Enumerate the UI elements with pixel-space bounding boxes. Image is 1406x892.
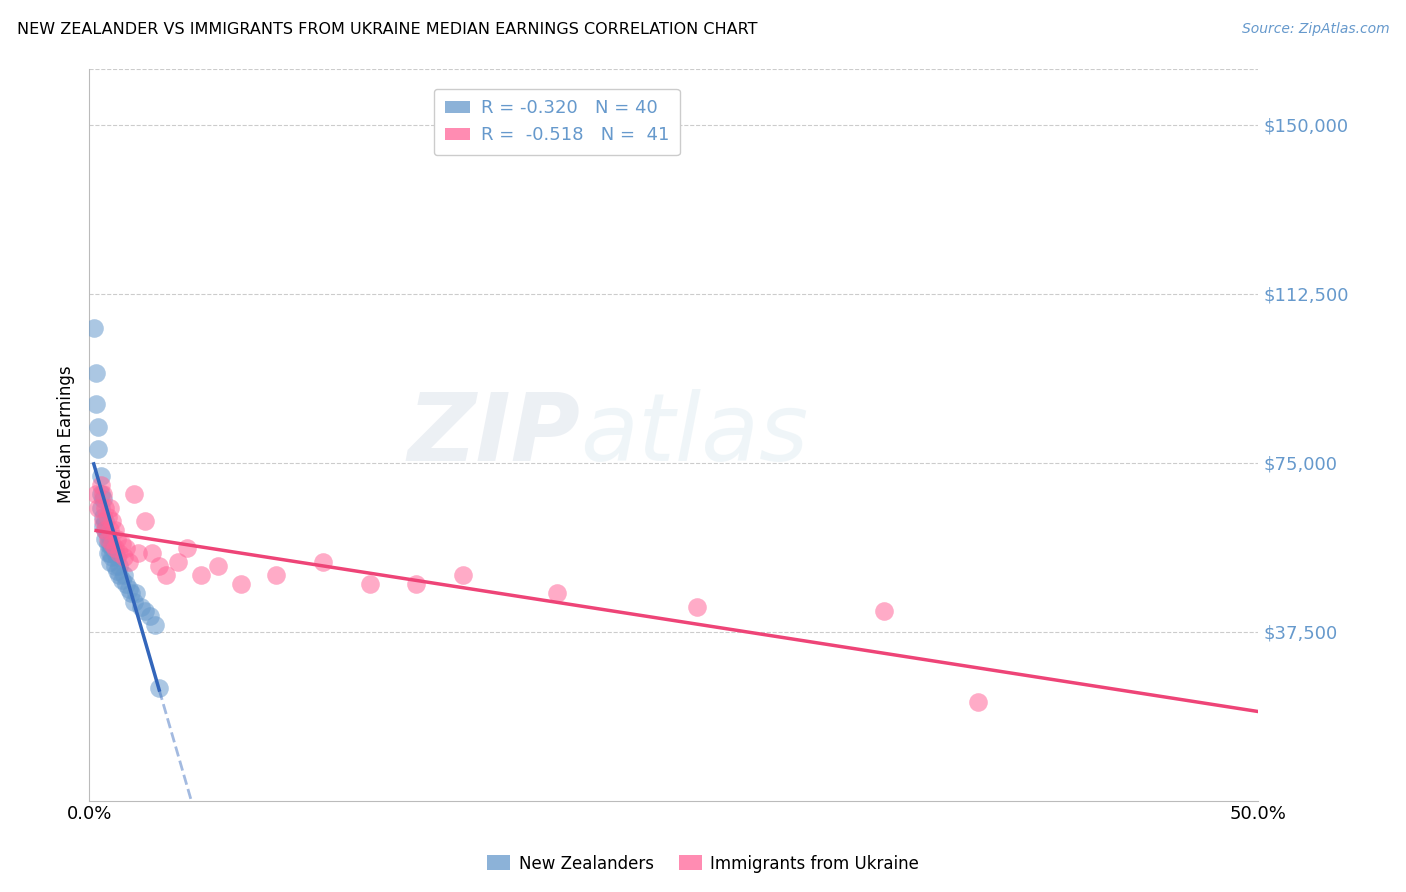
Point <box>91 509 114 524</box>
Point <box>90 469 112 483</box>
Point <box>97 537 120 551</box>
Point <box>155 568 177 582</box>
Point <box>90 478 112 492</box>
Point <box>966 694 988 708</box>
Point <box>122 595 145 609</box>
Point <box>97 546 120 560</box>
Point <box>112 568 135 582</box>
Point <box>312 555 335 569</box>
Point <box>115 577 138 591</box>
Point <box>359 577 381 591</box>
Point <box>148 559 170 574</box>
Text: NEW ZEALANDER VS IMMIGRANTS FROM UKRAINE MEDIAN EARNINGS CORRELATION CHART: NEW ZEALANDER VS IMMIGRANTS FROM UKRAINE… <box>17 22 758 37</box>
Point <box>98 546 121 560</box>
Point <box>98 537 121 551</box>
Point <box>139 608 162 623</box>
Point <box>91 518 114 533</box>
Point <box>104 524 127 538</box>
Point <box>90 487 112 501</box>
Point <box>87 442 110 457</box>
Point <box>686 599 709 614</box>
Text: ZIP: ZIP <box>408 389 581 481</box>
Point <box>118 582 141 596</box>
Point <box>104 546 127 560</box>
Point <box>115 541 138 556</box>
Point <box>190 568 212 582</box>
Point <box>207 559 229 574</box>
Point <box>98 524 121 538</box>
Point <box>84 487 107 501</box>
Point <box>98 500 121 515</box>
Point <box>127 546 149 560</box>
Legend: R = -0.320   N = 40, R =  -0.518   N =  41: R = -0.320 N = 40, R = -0.518 N = 41 <box>433 88 681 155</box>
Point <box>451 568 474 582</box>
Point <box>105 533 128 547</box>
Point <box>104 541 127 556</box>
Point <box>134 514 156 528</box>
Point <box>84 397 107 411</box>
Point <box>546 586 568 600</box>
Point <box>98 555 121 569</box>
Point <box>129 599 152 614</box>
Point <box>125 586 148 600</box>
Text: Source: ZipAtlas.com: Source: ZipAtlas.com <box>1241 22 1389 37</box>
Point <box>112 550 135 565</box>
Point <box>143 618 166 632</box>
Point <box>118 555 141 569</box>
Point <box>83 320 105 334</box>
Point <box>91 487 114 501</box>
Point <box>87 500 110 515</box>
Point <box>229 577 252 591</box>
Point <box>87 419 110 434</box>
Point <box>134 604 156 618</box>
Point <box>141 546 163 560</box>
Point <box>111 537 134 551</box>
Point <box>91 491 114 506</box>
Point <box>148 681 170 695</box>
Point <box>94 533 117 547</box>
Point <box>108 568 131 582</box>
Point <box>873 604 896 618</box>
Text: atlas: atlas <box>581 389 808 480</box>
Point <box>94 514 117 528</box>
Point <box>101 550 124 565</box>
Point <box>108 546 131 560</box>
Point <box>94 500 117 515</box>
Point <box>105 550 128 565</box>
Legend: New Zealanders, Immigrants from Ukraine: New Zealanders, Immigrants from Ukraine <box>481 848 925 880</box>
Point <box>91 514 114 528</box>
Point <box>264 568 287 582</box>
Point <box>84 366 107 380</box>
Point <box>97 528 120 542</box>
Point <box>405 577 427 591</box>
Point <box>97 509 120 524</box>
Point <box>105 564 128 578</box>
Point <box>111 573 134 587</box>
Point <box>97 533 120 547</box>
Y-axis label: Median Earnings: Median Earnings <box>58 366 75 503</box>
Point <box>167 555 190 569</box>
Point <box>94 524 117 538</box>
Point <box>101 514 124 528</box>
Point <box>101 537 124 551</box>
Point <box>90 500 112 515</box>
Point <box>104 559 127 574</box>
Point <box>176 541 198 556</box>
Point <box>94 524 117 538</box>
Point <box>108 559 131 574</box>
Point <box>120 586 142 600</box>
Point <box>101 541 124 556</box>
Point <box>122 487 145 501</box>
